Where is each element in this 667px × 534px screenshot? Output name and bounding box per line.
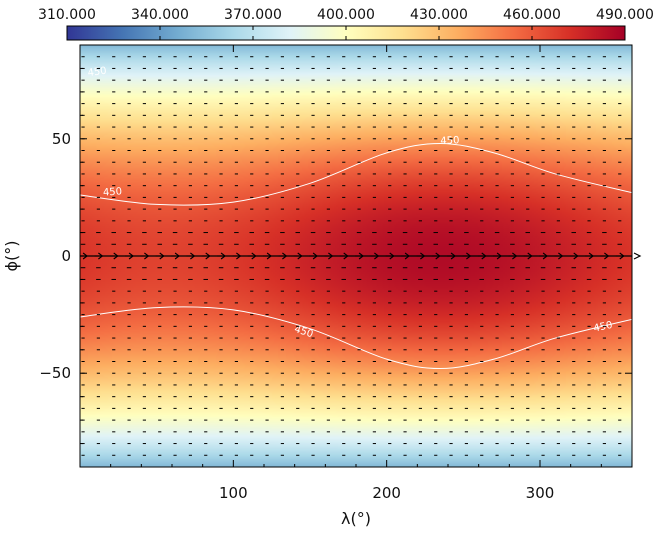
colorbar-tick-label: 460.000 — [503, 7, 561, 23]
contour-north — [80, 142, 632, 206]
colorbar: 310.000 340.000 370.000 400.000 430.000 460.0… — [38, 7, 654, 41]
colorbar-tick-label: 370.000 — [224, 7, 282, 23]
contour-label: 450 — [440, 135, 460, 147]
colorbar-tick-label: 340.000 — [131, 7, 189, 23]
colorbar-tick-label: 430.000 — [410, 7, 468, 23]
colorbar-ticks: 310.000 340.000 370.000 400.000 430.000 460.0… — [38, 7, 654, 40]
equatorial-jet-arrowhead — [633, 252, 642, 260]
colorbar-tick-label: 490.000 — [596, 7, 654, 23]
y-tick-label: −50 — [39, 364, 71, 382]
x-tick-label: 200 — [372, 484, 401, 502]
colorbar-tick-label: 400.000 — [317, 7, 375, 23]
colorbar-tick-label: 310.000 — [38, 7, 96, 23]
contour-label: 450 — [103, 186, 123, 198]
y-axis-title: ϕ(°) — [2, 240, 21, 271]
contour-south — [80, 306, 632, 370]
contour-label: 450 — [593, 320, 614, 335]
y-tick-label: 0 — [61, 247, 71, 265]
axis-ticks: 100 200 300 50 0 −50 — [39, 45, 642, 502]
contour-label: 450 — [87, 66, 107, 80]
y-tick-label: 50 — [52, 130, 71, 148]
x-axis-title: λ(°) — [341, 509, 371, 528]
x-tick-label: 100 — [219, 484, 248, 502]
x-tick-label: 300 — [526, 484, 555, 502]
